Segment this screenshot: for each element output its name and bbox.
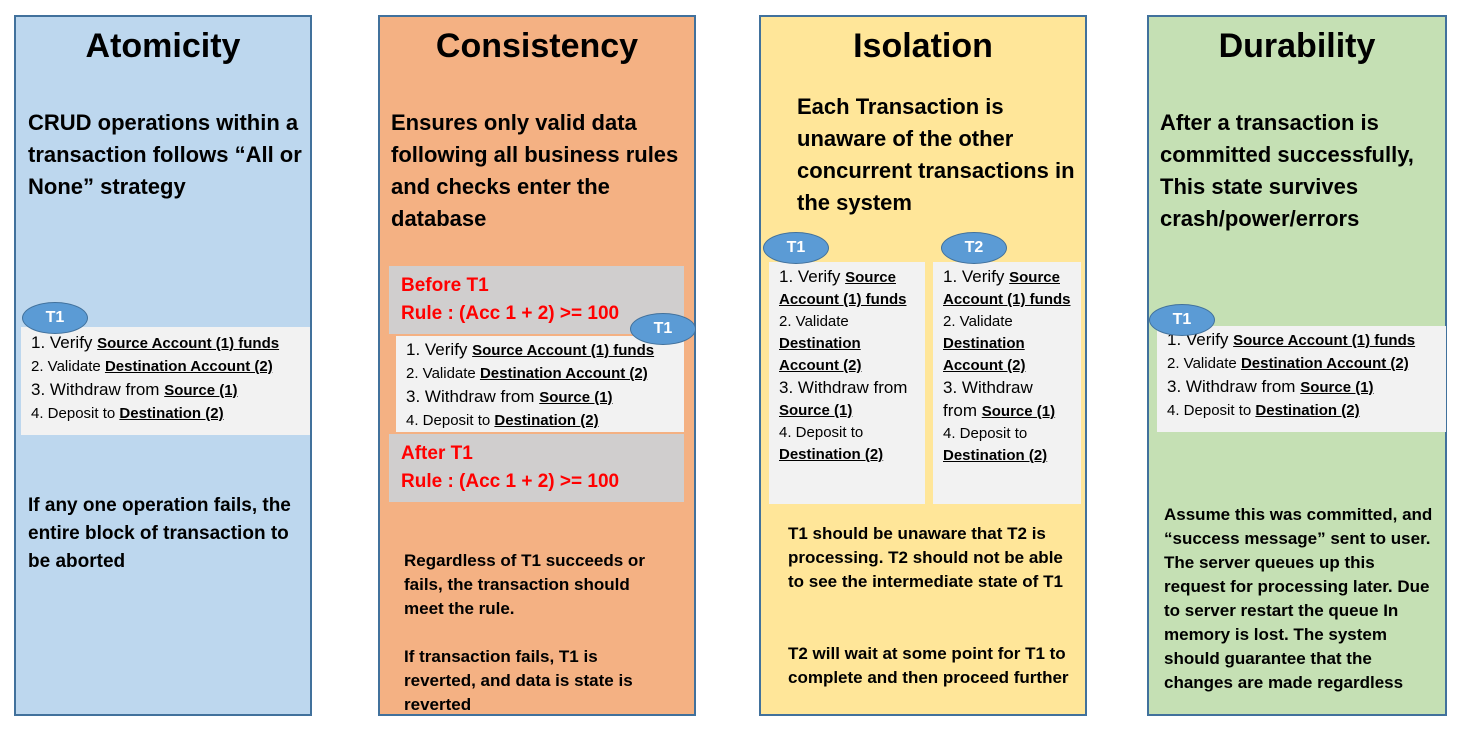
isolation-note-2: T2 will wait at some point for T1 to com… — [788, 644, 1069, 687]
isolation-t1-steps: 1. Verify Source Account (1) funds 2. Va… — [769, 262, 925, 504]
step-3: 3. Withdraw from Source (1) — [31, 380, 238, 399]
transaction-badge-t2: T2 — [941, 232, 1007, 264]
atomicity-title: Atomicity — [85, 27, 241, 65]
step-2: 2. Validate Destination Account (2) — [1167, 355, 1409, 372]
consistency-title: Consistency — [435, 27, 639, 65]
before-rule: Rule : (Acc 1 + 2) >= 100 — [401, 303, 620, 324]
transaction-badge: T1 — [630, 313, 696, 345]
atomicity-description: CRUD operations within a transaction fol… — [28, 110, 302, 199]
step-4: 4. Deposit to Destination (2) — [406, 412, 599, 429]
transaction-badge-t1: T1 — [763, 232, 829, 264]
step-2: 2. Validate Destination Account (2) — [779, 313, 862, 374]
after-rule: Rule : (Acc 1 + 2) >= 100 — [401, 471, 620, 492]
step-3: 3. Withdraw from Source (1) — [779, 378, 908, 419]
atomicity-panel: Atomicity CRUD operations within a trans… — [14, 15, 312, 716]
atomicity-note: If any one operation fails, the entire b… — [28, 495, 291, 572]
after-label: After T1 — [401, 443, 473, 464]
isolation-title: Isolation — [853, 27, 993, 65]
durability-panel: Durability After a transaction is commit… — [1147, 15, 1447, 716]
step-3: 3. Withdraw from Source (1) — [406, 387, 613, 406]
step-4: 4. Deposit to Destination (2) — [943, 425, 1048, 464]
step-1: 1. Verify Source Account (1) funds — [1167, 330, 1416, 349]
durability-description: After a transaction is committed success… — [1160, 110, 1414, 231]
durability-title: Durability — [1218, 27, 1376, 65]
after-rule-box: After T1 Rule : (Acc 1 + 2) >= 100 — [389, 434, 684, 502]
isolation-panel: Isolation Each Transaction is unaware of… — [759, 15, 1087, 716]
consistency-note-1: Regardless of T1 succeeds or fails, the … — [404, 551, 645, 618]
isolation-description: Each Transaction is unaware of the other… — [797, 94, 1075, 215]
durability-note: Assume this was committed, and “success … — [1164, 505, 1433, 692]
step-3: 3. Withdraw from Source (1) — [943, 378, 1056, 420]
consistency-steps: 1. Verify Source Account (1) funds 2. Va… — [396, 336, 684, 432]
consistency-panel: Consistency Ensures only valid data foll… — [378, 15, 696, 716]
step-3: 3. Withdraw from Source (1) — [1167, 377, 1374, 396]
step-4: 4. Deposit to Destination (2) — [31, 405, 224, 422]
consistency-note-2: If transaction fails, T1 is reverted, an… — [404, 647, 633, 714]
isolation-note-1: T1 should be unaware that T2 is processi… — [788, 524, 1063, 591]
step-2: 2. Validate Destination Account (2) — [406, 365, 648, 382]
step-2: 2. Validate Destination Account (2) — [943, 313, 1026, 374]
step-1: 1. Verify Source Account (1) funds — [406, 340, 655, 359]
before-rule-box: Before T1 Rule : (Acc 1 + 2) >= 100 — [389, 266, 684, 334]
consistency-description: Ensures only valid data following all bu… — [391, 110, 679, 231]
step-1: 1. Verify Source Account (1) funds — [943, 267, 1071, 308]
before-label: Before T1 — [401, 275, 489, 296]
step-1: 1. Verify Source Account (1) funds — [31, 333, 280, 352]
atomicity-steps: 1. Verify Source Account (1) funds 2. Va… — [21, 327, 310, 435]
transaction-badge: T1 — [1149, 304, 1215, 336]
step-1: 1. Verify Source Account (1) funds — [779, 267, 907, 308]
step-2: 2. Validate Destination Account (2) — [31, 358, 273, 375]
isolation-t2-steps: 1. Verify Source Account (1) funds 2. Va… — [933, 262, 1081, 504]
step-4: 4. Deposit to Destination (2) — [1167, 402, 1360, 419]
step-4: 4. Deposit to Destination (2) — [779, 424, 884, 463]
transaction-badge: T1 — [22, 302, 88, 334]
durability-steps: 1. Verify Source Account (1) funds 2. Va… — [1157, 326, 1446, 432]
